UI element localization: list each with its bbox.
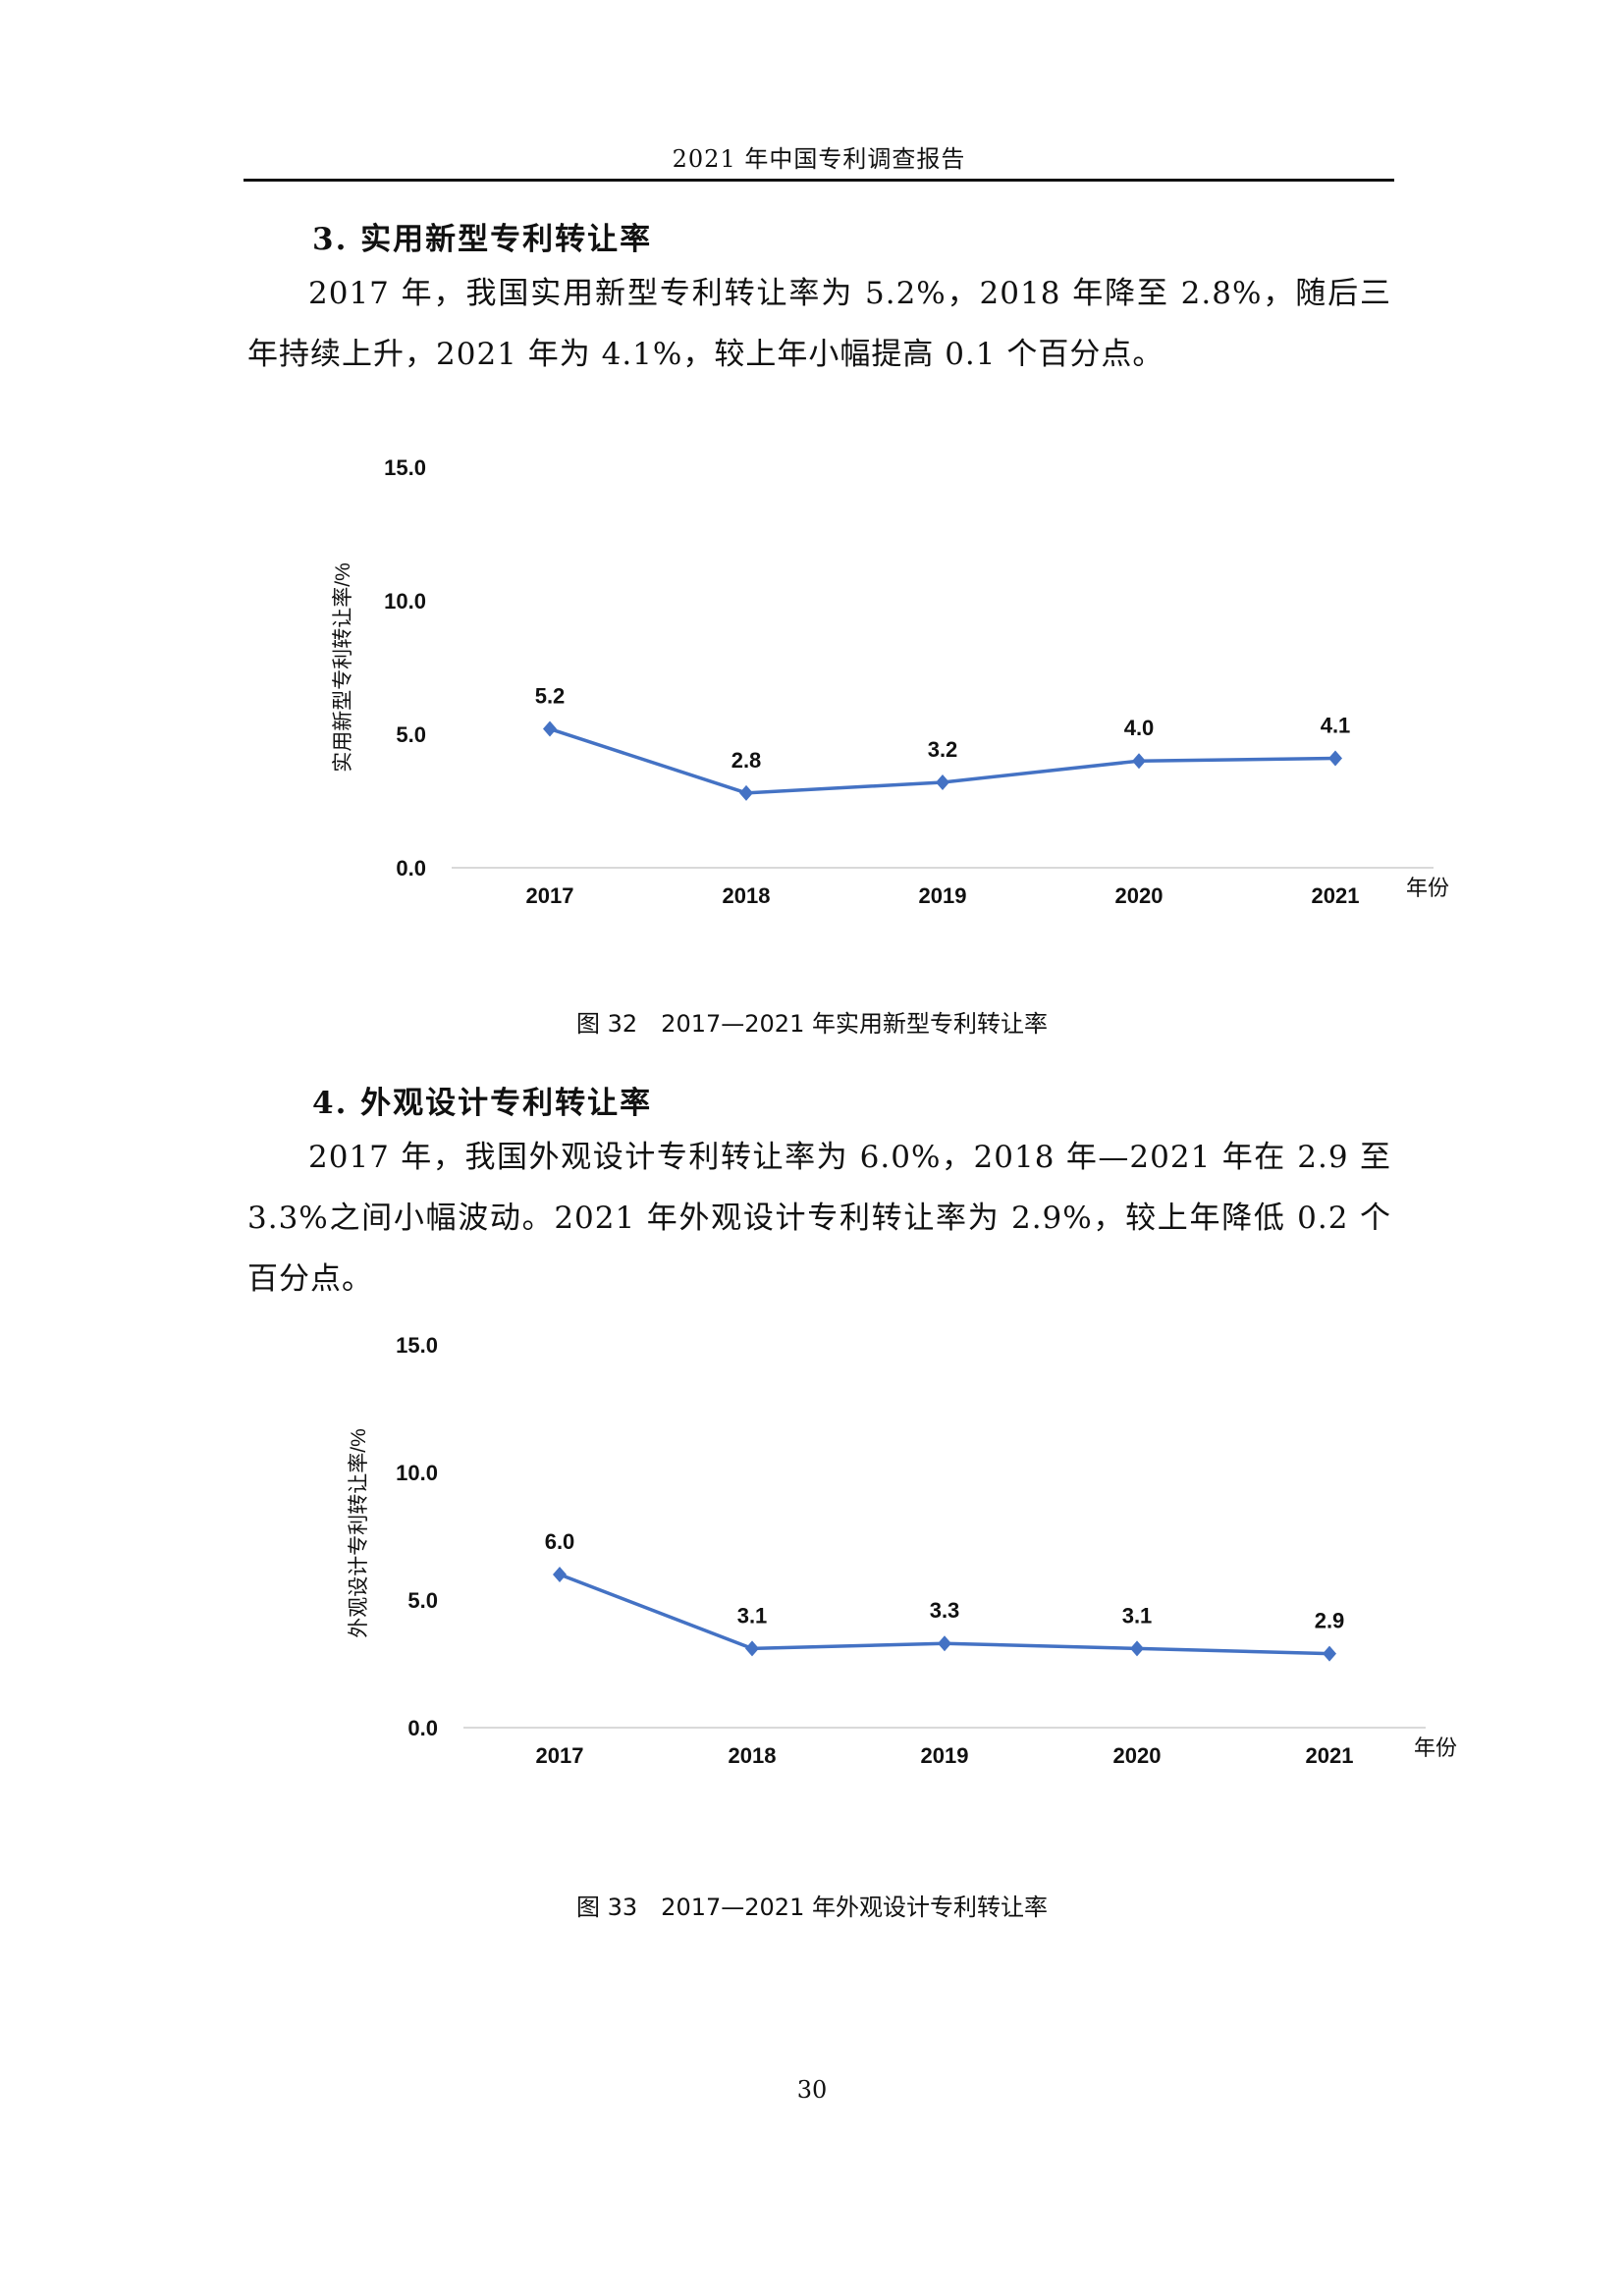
data-point-marker — [1132, 753, 1146, 770]
data-label: 4.0 — [1124, 716, 1155, 740]
data-label: 5.2 — [535, 684, 566, 709]
page-number: 30 — [796, 2076, 828, 2104]
data-point-marker — [1130, 1640, 1144, 1657]
x-axis-label: 年份 — [1406, 876, 1449, 900]
x-axis-label: 年份 — [1414, 1735, 1457, 1760]
x-tick-label: 2021 — [1306, 1743, 1354, 1768]
data-point-marker — [1323, 1645, 1336, 1662]
x-tick-label: 2017 — [526, 883, 574, 908]
y-tick-label: 0.0 — [396, 856, 426, 881]
data-point-marker — [936, 774, 949, 790]
section-3-paragraph: 2017 年，我国实用新型专利转让率为 5.2%，2018 年降至 2.8%，随… — [247, 263, 1391, 385]
data-label: 4.1 — [1321, 713, 1351, 737]
data-label: 3.1 — [1122, 1603, 1153, 1628]
y-axis-label: 外观设计专利转让率/% — [348, 1428, 370, 1638]
data-label: 2.9 — [1315, 1609, 1345, 1633]
y-tick-label: 5.0 — [407, 1588, 438, 1613]
y-tick-label: 10.0 — [396, 1461, 438, 1485]
chart-fig32-svg: 0.0 5.0 10.0 15.0 2017 2018 2019 2020 2021 年份 实用新型… — [332, 455, 1449, 908]
section-3-text: 2017 年，我国实用新型专利转让率为 5.2%，2018 年降至 2.8%，随… — [247, 276, 1391, 372]
figure-32-caption: 图 32 2017—2021 年实用新型专利转让率 — [576, 1010, 1048, 1038]
y-tick-label: 15.0 — [396, 1333, 438, 1358]
y-tick-label: 5.0 — [396, 722, 426, 747]
section-3-heading: 3. 实用新型专利转让率 — [312, 222, 653, 257]
data-point-marker — [1328, 750, 1342, 767]
x-tick-label: 2017 — [536, 1743, 584, 1768]
section-4-heading: 4. 外观设计专利转让率 — [312, 1086, 653, 1121]
x-tick-label: 2020 — [1115, 883, 1164, 908]
chart-fig33: 0.0 5.0 10.0 15.0 2017 2018 2019 2020 2021 年份 外观设计… — [0, 1315, 1624, 1826]
y-tick-label: 0.0 — [407, 1716, 438, 1740]
y-tick-label: 10.0 — [384, 589, 426, 614]
data-label: 2.8 — [731, 748, 762, 773]
data-label: 6.0 — [545, 1529, 575, 1554]
x-tick-label: 2020 — [1113, 1743, 1162, 1768]
x-tick-label: 2019 — [921, 1743, 969, 1768]
data-point-marker — [745, 1640, 759, 1657]
figure-33-caption: 图 33 2017—2021 年外观设计专利转让率 — [576, 1894, 1048, 1921]
x-tick-label: 2018 — [729, 1743, 777, 1768]
chart-fig32: 0.0 5.0 10.0 15.0 2017 2018 2019 2020 2021 年份 实用新型… — [0, 432, 1624, 942]
chart-fig33-svg: 0.0 5.0 10.0 15.0 2017 2018 2019 2020 2021 年份 外观设计… — [348, 1333, 1457, 1768]
x-tick-label: 2019 — [919, 883, 967, 908]
section-4-paragraph: 2017 年，我国外观设计专利转让率为 6.0%，2018 年—2021 年在 … — [247, 1127, 1391, 1309]
data-point-marker — [553, 1567, 567, 1582]
header-rule — [244, 179, 1394, 182]
data-point-marker — [739, 784, 753, 801]
section-4-text: 2017 年，我国外观设计专利转让率为 6.0%，2018 年—2021 年在 … — [247, 1140, 1391, 1297]
x-tick-label: 2018 — [723, 883, 771, 908]
data-label: 3.2 — [928, 737, 958, 762]
y-tick-label: 15.0 — [384, 455, 426, 480]
data-label: 3.3 — [930, 1598, 960, 1623]
data-label: 3.1 — [737, 1603, 768, 1628]
running-header: 2021 年中国专利调查报告 — [672, 145, 966, 173]
data-point-marker — [938, 1635, 951, 1652]
data-point-marker — [543, 721, 557, 737]
x-tick-label: 2021 — [1312, 883, 1360, 908]
y-axis-label: 实用新型专利转让率/% — [332, 562, 354, 773]
